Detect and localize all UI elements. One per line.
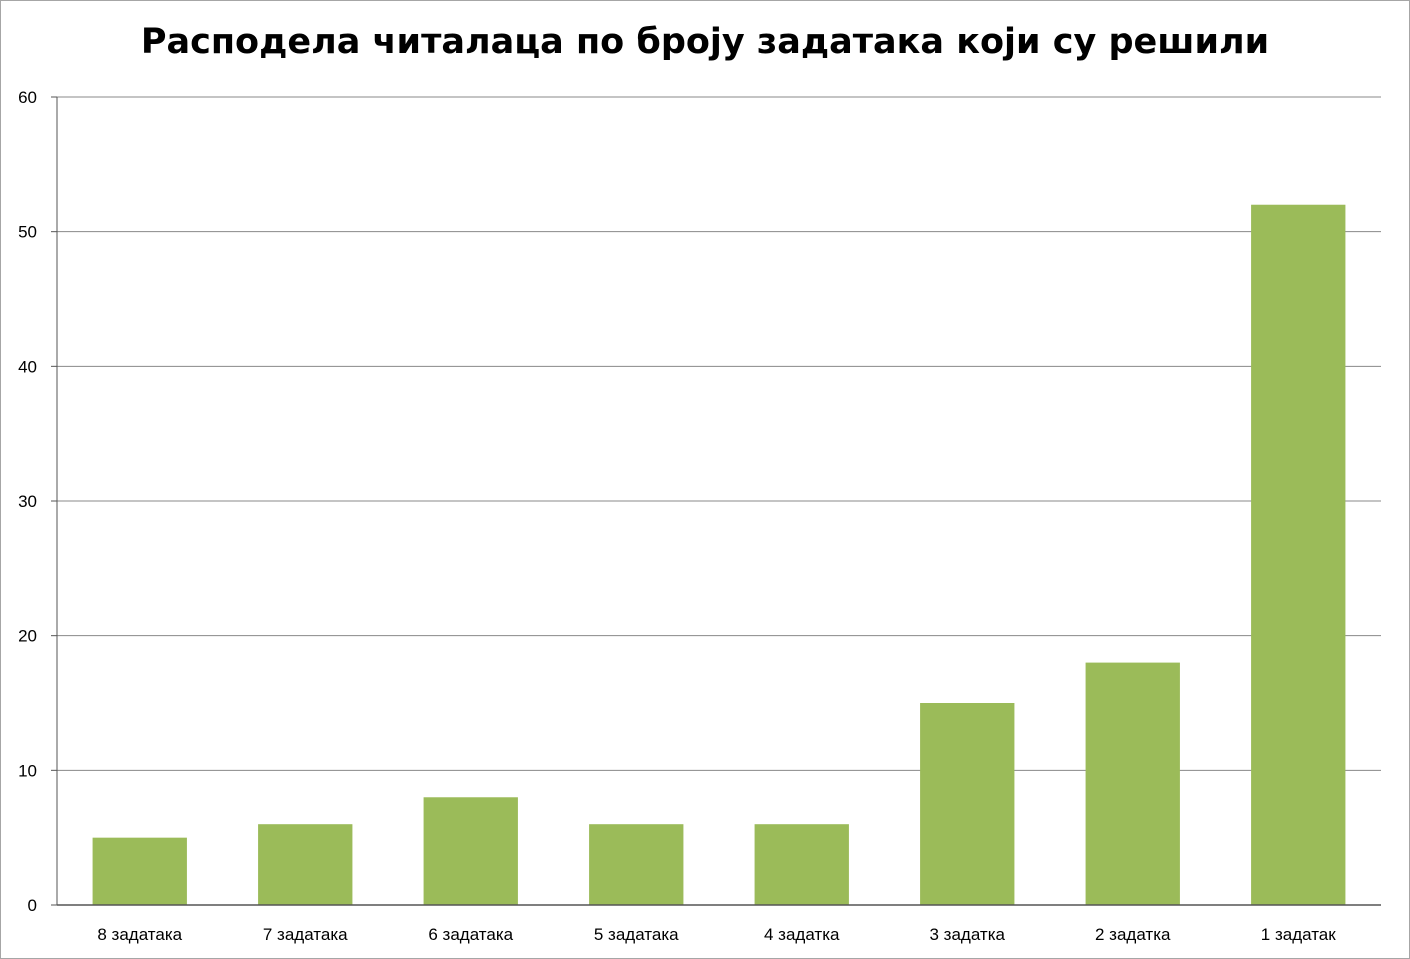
y-tick-label: 30 (18, 492, 37, 511)
chart-title: Расподела читалаца по броју задатака кој… (140, 22, 1270, 62)
x-tick-label: 4 задатка (764, 925, 840, 944)
axes (51, 96, 1381, 906)
bar (92, 837, 187, 905)
bar (754, 824, 849, 905)
bar (1251, 204, 1346, 905)
x-tick-label: 3 задатка (930, 925, 1006, 944)
y-tick-label: 20 (18, 627, 37, 646)
y-tick-labels: 0 10 20 30 40 50 60 (18, 88, 37, 915)
bar (920, 703, 1015, 905)
x-tick-label: 7 задатака (263, 925, 348, 944)
x-tick-label: 1 задатак (1261, 925, 1336, 944)
y-tick-label: 40 (18, 357, 37, 376)
bar (1085, 662, 1180, 905)
bar (258, 824, 353, 905)
y-tick-label: 0 (28, 896, 37, 915)
x-tick-label: 2 задатка (1095, 925, 1171, 944)
gridlines (57, 96, 1381, 771)
bars (92, 204, 1346, 905)
y-tick-label: 60 (18, 88, 37, 107)
bar (423, 797, 518, 905)
x-tick-labels: 8 задатака 7 задатака 6 задатака 5 задатака… (97, 925, 1336, 944)
bar (589, 824, 684, 905)
y-tick-label: 10 (18, 761, 37, 780)
y-tick-label: 50 (18, 223, 37, 242)
x-tick-label: 5 задатака (594, 925, 679, 944)
x-tick-label: 6 задатака (428, 925, 513, 944)
x-tick-label: 8 задатака (97, 925, 182, 944)
